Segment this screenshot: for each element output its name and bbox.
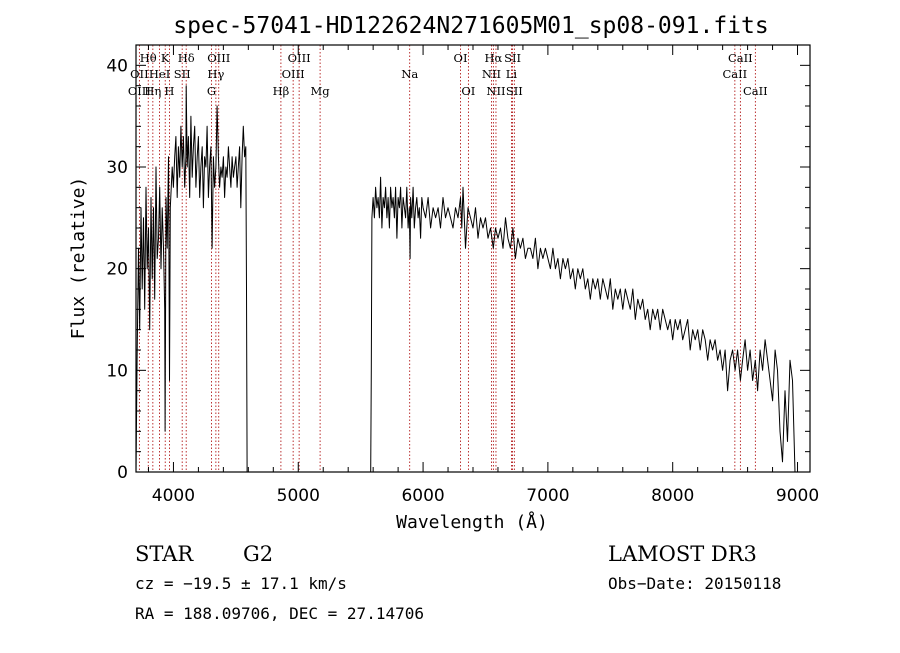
spectral-line-label: OIII [128,84,151,98]
spectral-line-label: OIII [288,51,311,65]
x-tick-label: 5000 [277,486,320,506]
x-tick-label: 9000 [776,486,819,506]
spectral-line-label: CaII [722,67,747,81]
spectral-line-label: OIII [207,51,230,65]
x-axis-ticks: 4000 5000 6000 7000 8000 9000 [147,45,819,506]
y-axis-label: Flux (relative) [68,177,89,340]
spectral-line-label: OI [461,84,475,98]
x-tick-label: 6000 [401,486,444,506]
x-tick-label: 8000 [651,486,694,506]
spectrum-segment-0 [135,85,248,473]
spectral-line-label: H [164,84,174,98]
x-axis-label: Wavelength (Å) [396,511,548,533]
spectral-line-label: NII [482,67,501,81]
survey-name: LAMOST DR3 [608,542,757,566]
spectral-line-markers [138,45,756,472]
object-class: STAR [135,542,194,566]
spectral-line-label: CaII [728,51,753,65]
spectrum-segment-1 [370,176,796,473]
sky-coordinates: RA = 188.09706, DEC = 27.14706 [135,604,424,623]
x-tick-label: 4000 [152,486,195,506]
spectral-line-label: HeI [149,67,170,81]
spectral-line-label: Hγ [207,67,224,81]
spectral-line-label: Na [401,67,418,81]
y-axis-ticks: 0 10 20 30 40 [106,44,810,483]
spectral-line-label: Hθ [140,51,157,65]
object-subclass: G2 [243,542,273,566]
spectral-line-label: CaII [743,84,768,98]
spectral-line-label: NII [486,84,505,98]
spectral-line-label: SII [504,51,521,65]
spectral-line-label: Hη [144,84,161,98]
spectral-line-label: G [207,84,216,98]
spectral-line-label: SII [174,67,191,81]
observation-date: Obs−Date: 20150118 [608,574,781,593]
spectral-line-label: SII [506,84,523,98]
y-tick-label: 20 [106,260,128,280]
spectral-line-label: OII [130,67,149,81]
spectral-line-label: Hα [484,51,502,65]
chart-title: spec-57041-HD122624N271605M01_sp08-091.f… [173,13,768,39]
y-tick-label: 40 [106,56,128,76]
spectrum-series [135,85,796,473]
spectral-line-label: OIII [282,67,305,81]
y-tick-label: 10 [106,361,128,381]
x-tick-label: 7000 [526,486,569,506]
plot-frame [135,44,811,473]
y-tick-label: 30 [106,158,128,178]
spectral-line-label: Hδ [178,51,195,65]
spectral-line-label: K [161,51,170,65]
y-tick-label: 0 [117,463,128,483]
redshift-velocity: cz = −19.5 ± 17.1 km/s [135,574,347,593]
spectral-line-label: Hβ [273,84,290,98]
spectral-line-label: Li [506,67,518,81]
spectral-line-label: Mg [311,84,331,98]
spectral-line-label: OI [454,51,468,65]
